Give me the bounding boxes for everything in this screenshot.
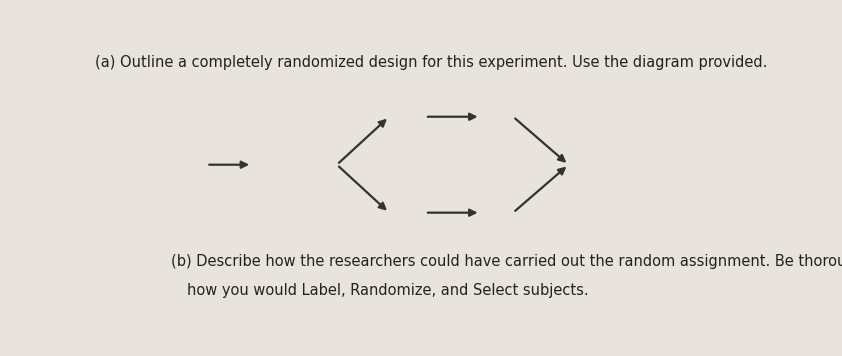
Text: (a) Outline a completely randomized design for this experiment. Use the diagram : (a) Outline a completely randomized desi… [95, 55, 768, 70]
Text: how you would Label, Randomize, and Select subjects.: how you would Label, Randomize, and Sele… [187, 283, 589, 298]
Text: (b) Describe how the researchers could have carried out the random assignment. B: (b) Describe how the researchers could h… [170, 254, 842, 269]
